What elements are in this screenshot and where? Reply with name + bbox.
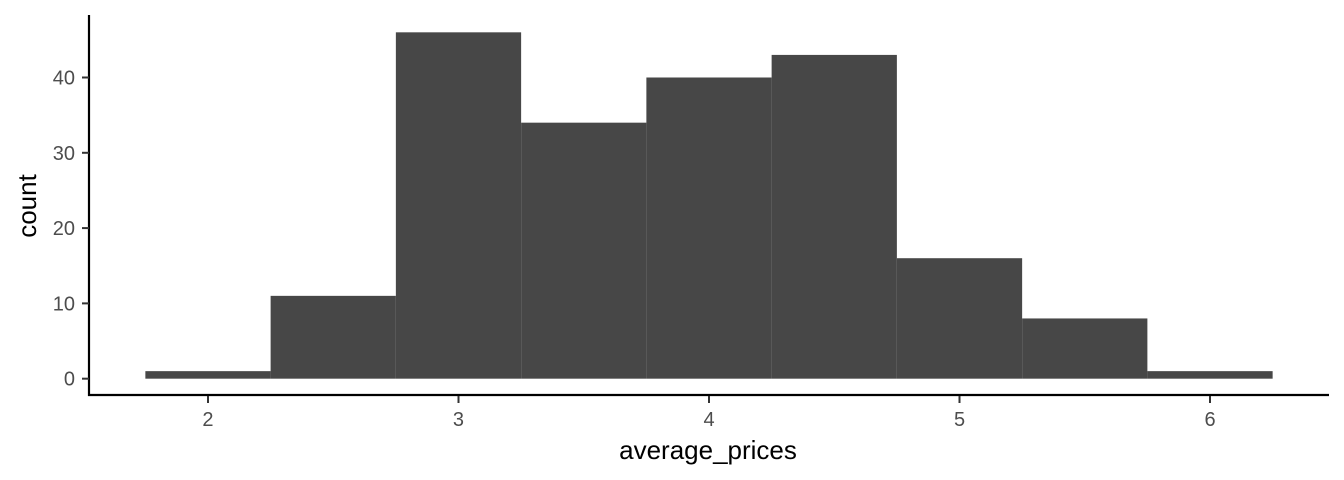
y-tick-label: 10 bbox=[53, 293, 75, 315]
x-tick-label: 4 bbox=[703, 409, 714, 431]
y-tick-label: 30 bbox=[53, 143, 75, 165]
y-tick-label: 20 bbox=[53, 218, 75, 240]
x-tick-label: 5 bbox=[954, 409, 965, 431]
histogram-bars bbox=[145, 32, 1273, 379]
histogram-bar-0 bbox=[145, 371, 271, 379]
y-axis-ticks: 0 10 20 30 40 bbox=[53, 67, 89, 391]
histogram-bar-3 bbox=[521, 122, 647, 379]
y-tick-label: 0 bbox=[64, 369, 75, 391]
histogram-bar-4 bbox=[646, 77, 772, 379]
histogram-bar-7 bbox=[1022, 318, 1148, 379]
x-tick-label: 2 bbox=[202, 409, 213, 431]
histogram-bar-1 bbox=[270, 295, 396, 379]
y-tick-label: 40 bbox=[53, 67, 75, 89]
histogram-bar-8 bbox=[1147, 371, 1273, 379]
y-axis-title: count bbox=[12, 173, 42, 237]
x-axis-title: average_prices bbox=[619, 435, 797, 465]
x-tick-label: 6 bbox=[1204, 409, 1215, 431]
histogram-bar-2 bbox=[395, 32, 522, 379]
histogram-bar-6 bbox=[896, 258, 1023, 379]
histogram-bar-5 bbox=[771, 54, 897, 379]
x-axis-ticks: 2 3 4 5 6 bbox=[202, 396, 1216, 431]
x-tick-label: 3 bbox=[453, 409, 464, 431]
